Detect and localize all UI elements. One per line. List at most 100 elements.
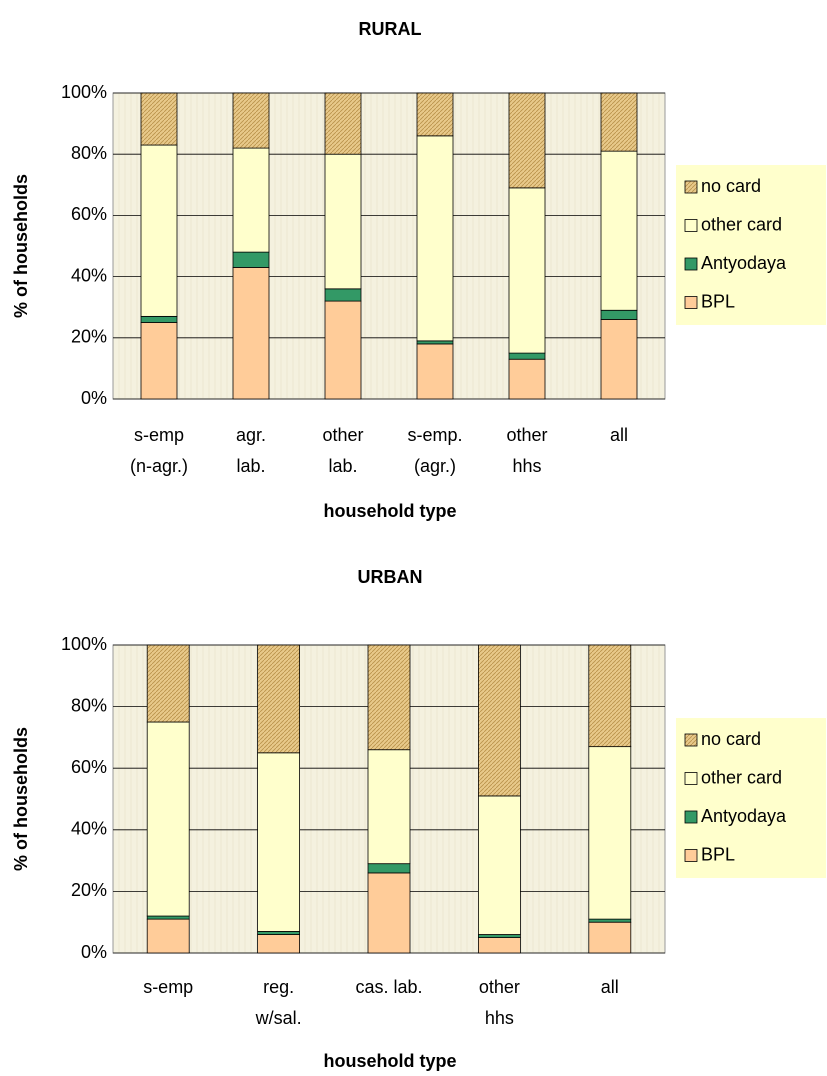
bar-segment: [588, 746, 632, 920]
x-tick-label: cas. lab.: [355, 977, 422, 997]
y-tick-label: 60%: [71, 204, 107, 224]
y-tick-label: 80%: [71, 695, 107, 715]
y-tick-label: 100%: [61, 82, 107, 102]
bar-segment: [477, 934, 521, 939]
bar-segment: [508, 352, 546, 360]
x-tick-label: s-emp: [143, 977, 193, 997]
x-tick-label: agr.: [236, 425, 266, 445]
bar-segment: [324, 153, 362, 290]
x-tick-label: all: [610, 425, 628, 445]
bar-segment: [324, 92, 362, 155]
y-axis-title: % of households: [11, 727, 31, 871]
chart-title: RURAL: [359, 19, 422, 39]
x-tick-label: hhs: [512, 456, 541, 476]
bar-segment: [232, 92, 270, 149]
bar-segment: [477, 795, 521, 935]
chart-title: URBAN: [358, 567, 423, 587]
x-tick-label: other: [506, 425, 547, 445]
bar-segment: [477, 644, 521, 797]
bar-segment: [140, 92, 178, 146]
bar-segment: [257, 752, 301, 932]
y-tick-label: 40%: [71, 819, 107, 839]
bar-segment: [146, 918, 190, 954]
x-tick-label: lab.: [328, 456, 357, 476]
bar-segment: [146, 915, 190, 920]
y-tick-label: 0%: [81, 942, 107, 962]
bar-segment: [416, 343, 454, 400]
x-tick-label: w/sal.: [255, 1008, 302, 1028]
legend-label: no card: [701, 176, 761, 196]
bar-segment: [416, 135, 454, 342]
bar-segment: [477, 937, 521, 954]
bar-segment: [140, 315, 178, 323]
legend-label: Antyodaya: [701, 253, 787, 273]
legend-swatch: [684, 733, 698, 747]
bar-segment: [146, 721, 190, 917]
bar-segment: [508, 187, 546, 354]
legend-label: BPL: [701, 844, 735, 864]
bar-segment: [257, 934, 301, 954]
y-tick-label: 20%: [71, 880, 107, 900]
bar-segment: [324, 300, 362, 400]
bar-segment: [416, 92, 454, 137]
bar-segment: [600, 92, 638, 152]
legend-swatch: [684, 296, 698, 309]
legend-swatch: [684, 219, 698, 232]
y-axis-title: % of households: [11, 174, 31, 318]
bar-segment: [508, 92, 546, 189]
x-axis-title: household type: [323, 1051, 456, 1071]
legend-label: BPL: [701, 291, 735, 311]
y-tick-label: 40%: [71, 265, 107, 285]
x-tick-label: hhs: [485, 1008, 514, 1028]
bar-segment: [324, 288, 362, 302]
bar-segment: [508, 358, 546, 400]
bar-segment: [257, 644, 301, 754]
legend-swatch: [684, 180, 698, 194]
y-tick-label: 100%: [61, 634, 107, 654]
legend-swatch: [684, 257, 698, 271]
bar-segment: [146, 644, 190, 723]
x-axis-title: household type: [323, 501, 456, 521]
y-tick-label: 60%: [71, 757, 107, 777]
bar-segment: [140, 144, 178, 317]
x-tick-label: lab.: [236, 456, 265, 476]
legend-swatch: [684, 849, 698, 862]
bar-segment: [600, 309, 638, 320]
legend-label: other card: [701, 214, 782, 234]
x-tick-label: s-emp.: [407, 425, 462, 445]
x-tick-label: other: [479, 977, 520, 997]
x-tick-label: s-emp: [134, 425, 184, 445]
x-tick-label: (n-agr.): [130, 456, 188, 476]
bar-segment: [232, 267, 270, 400]
legend-box: [676, 165, 826, 325]
bar-segment: [257, 931, 301, 935]
legend-label: no card: [701, 729, 761, 749]
bar-segment: [367, 644, 411, 751]
legend-swatch: [684, 810, 698, 824]
y-tick-label: 80%: [71, 143, 107, 163]
bar-segment: [588, 921, 632, 954]
bar-segment: [416, 340, 454, 345]
legend-label: other card: [701, 767, 782, 787]
x-tick-label: (agr.): [414, 456, 456, 476]
bar-segment: [367, 863, 411, 874]
y-tick-label: 20%: [71, 327, 107, 347]
bar-segment: [588, 644, 632, 748]
x-tick-label: all: [601, 977, 619, 997]
bar-segment: [367, 872, 411, 954]
bar-segment: [600, 319, 638, 400]
bar-segment: [367, 749, 411, 865]
y-tick-label: 0%: [81, 388, 107, 408]
bar-segment: [600, 150, 638, 311]
legend-label: Antyodaya: [701, 806, 787, 826]
legend-box: [676, 718, 826, 878]
bar-segment: [140, 322, 178, 400]
legend-swatch: [684, 772, 698, 785]
bar-segment: [232, 251, 270, 268]
bar-segment: [588, 918, 632, 923]
bar-segment: [232, 147, 270, 253]
x-tick-label: reg.: [263, 977, 294, 997]
x-tick-label: other: [322, 425, 363, 445]
